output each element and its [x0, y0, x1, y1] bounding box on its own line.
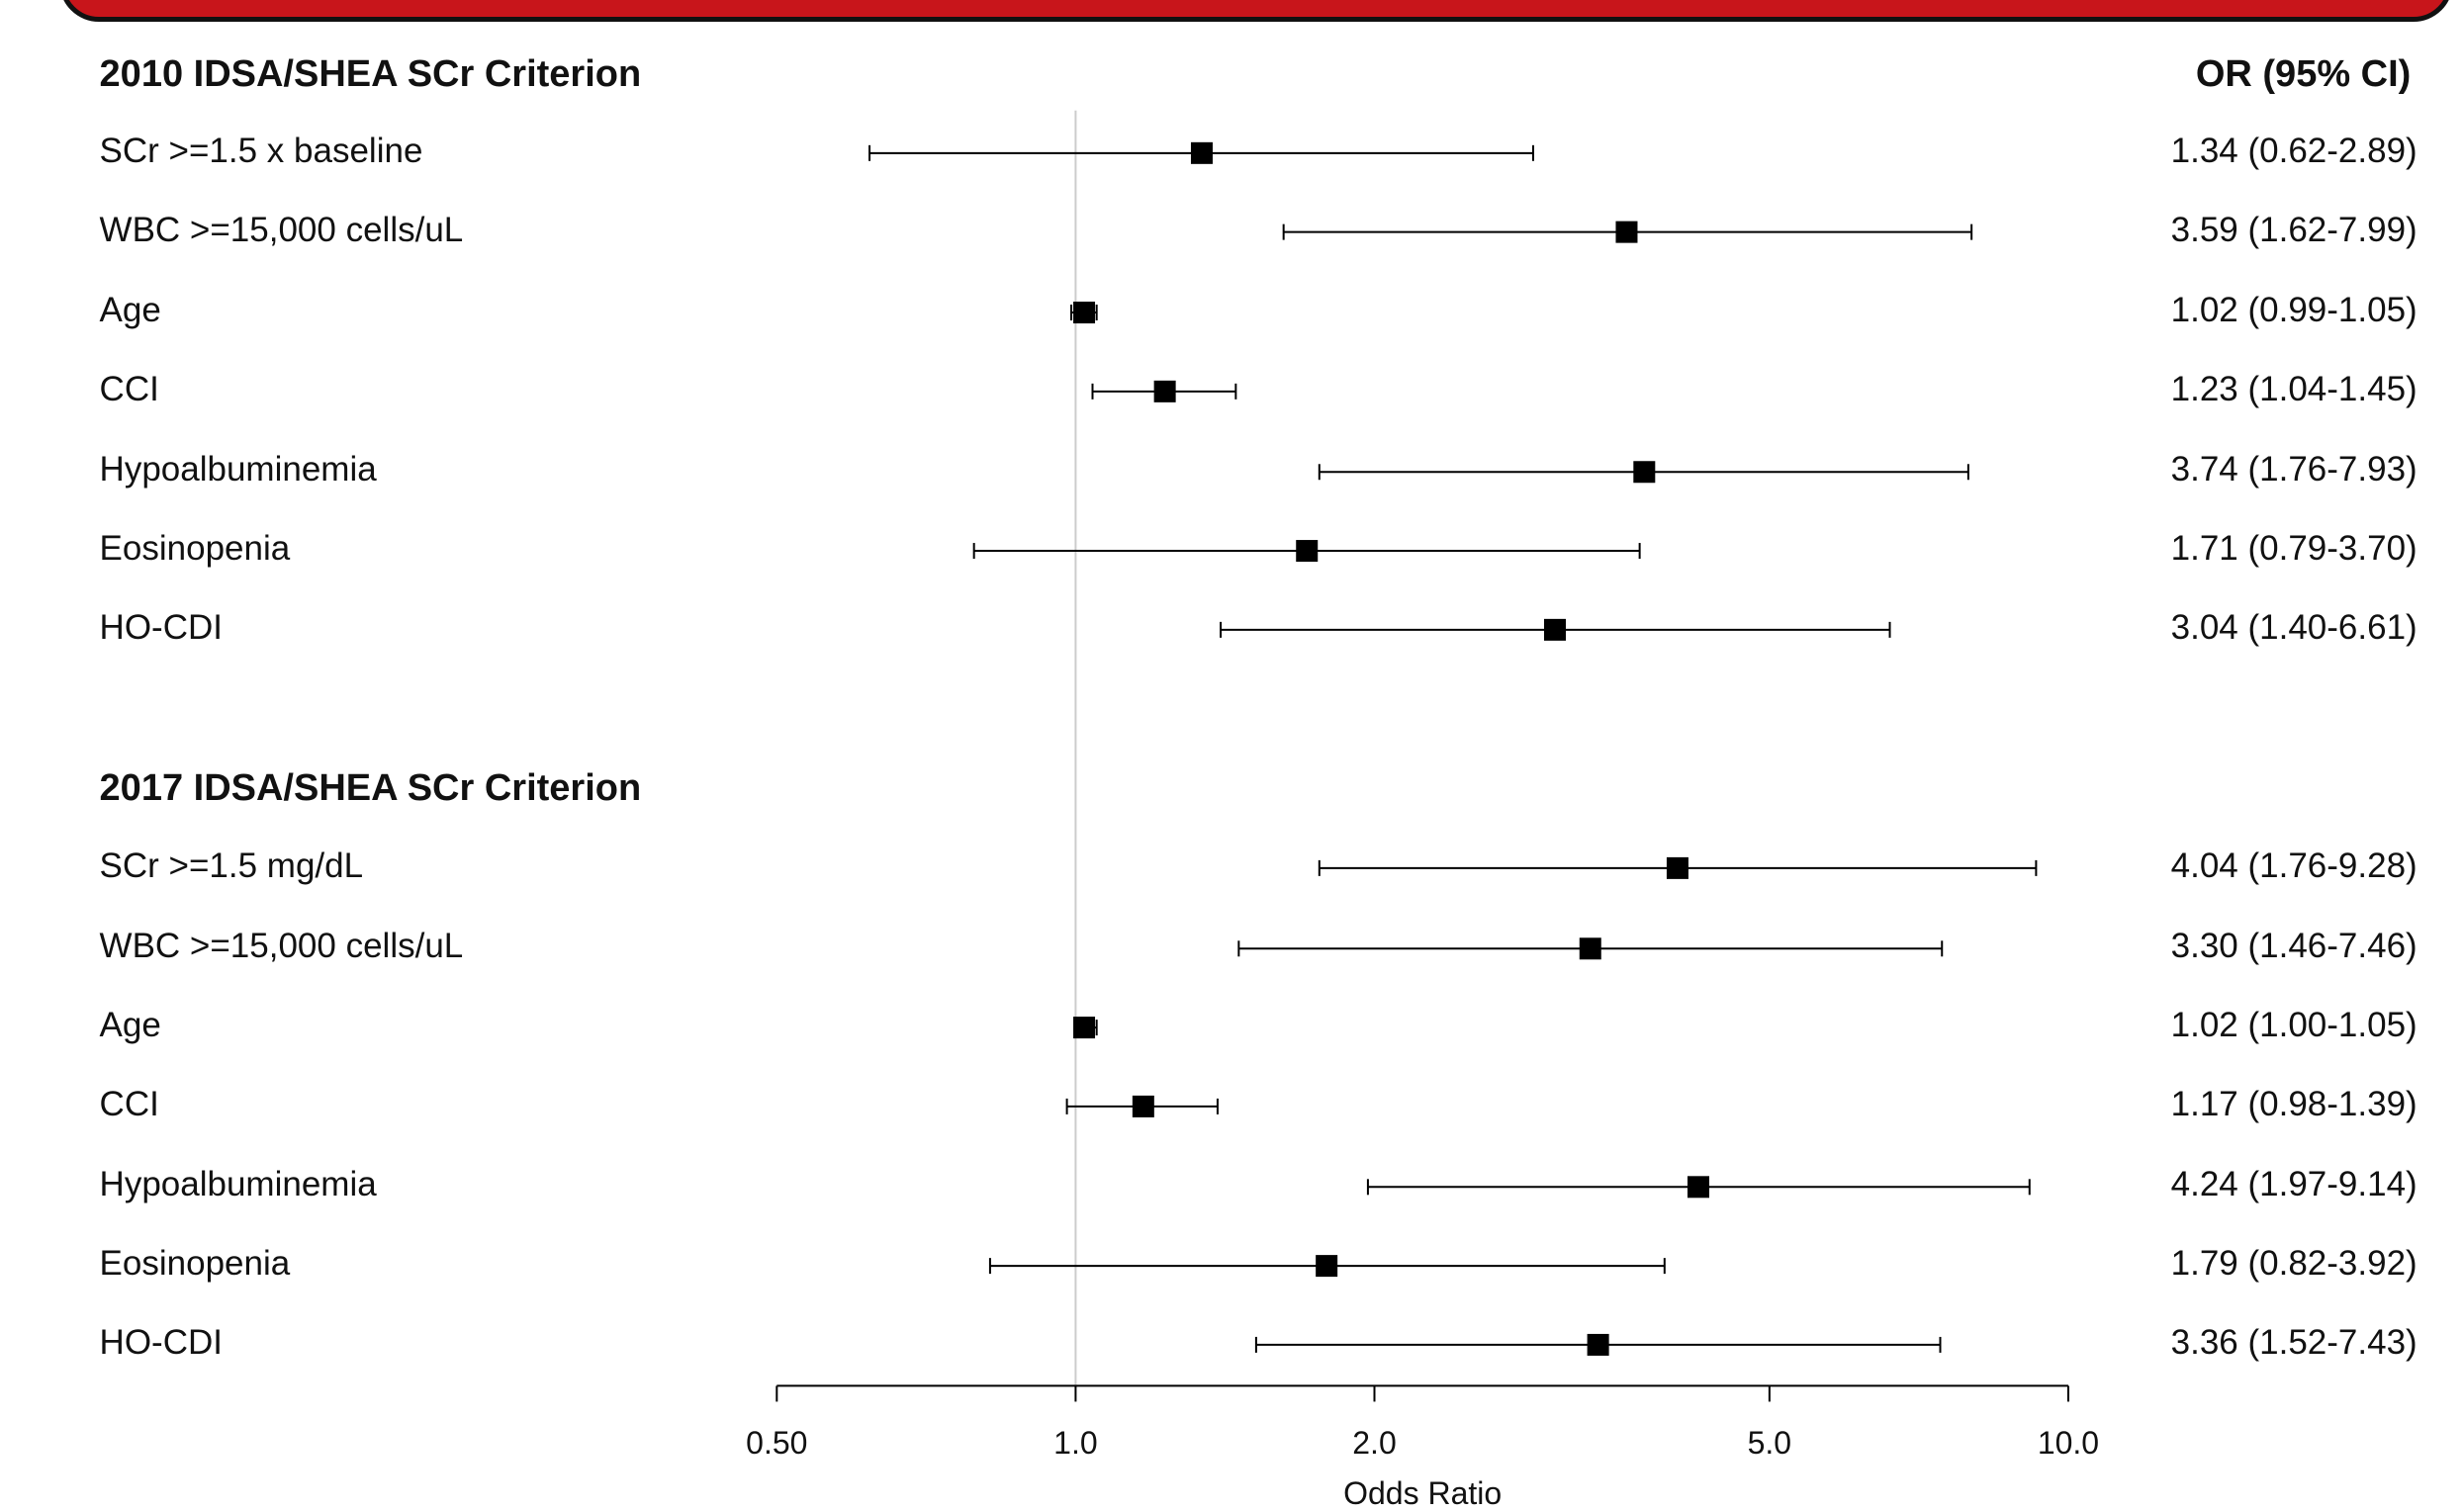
or-ci-value: 1.34 (0.62-2.89)	[2170, 131, 2417, 170]
or-point-marker	[1579, 937, 1601, 960]
row-label: SCr >=1.5 x baseline	[99, 131, 423, 170]
or-ci-value: 3.74 (1.76-7.93)	[2170, 450, 2417, 489]
column-header-or-ci: OR (95% CI)	[2195, 53, 2412, 96]
or-point-marker	[1073, 302, 1096, 324]
or-point-marker	[1587, 1333, 1609, 1356]
or-ci-value: 1.02 (0.99-1.05)	[2170, 291, 2417, 330]
or-point-marker	[1296, 540, 1319, 563]
or-point-marker	[1073, 1017, 1096, 1039]
or-point-marker	[1633, 461, 1656, 484]
group-title: 2010 IDSA/SHEA SCr Criterion	[99, 53, 642, 96]
or-point-marker	[1153, 380, 1176, 402]
row-label: SCr >=1.5 mg/dL	[99, 845, 364, 885]
or-ci-value: 1.17 (0.98-1.39)	[2170, 1084, 2417, 1123]
or-point-marker	[1615, 221, 1638, 243]
x-tick-label: 2.0	[1352, 1425, 1397, 1462]
or-ci-value: 3.04 (1.40-6.61)	[2170, 607, 2417, 647]
or-point-marker	[1688, 1176, 1710, 1199]
row-label: CCI	[99, 369, 159, 408]
or-point-marker	[1190, 141, 1213, 164]
row-label: CCI	[99, 1084, 159, 1123]
x-tick-label: 0.50	[746, 1425, 808, 1462]
or-point-marker	[1132, 1095, 1154, 1117]
x-axis-label: Odds Ratio	[1343, 1475, 1503, 1512]
or-ci-value: 3.36 (1.52-7.43)	[2170, 1322, 2417, 1362]
or-point-marker	[1316, 1255, 1338, 1278]
or-ci-value: 1.79 (0.82-3.92)	[2170, 1244, 2417, 1284]
row-label: Hypoalbuminemia	[99, 450, 377, 489]
row-label: WBC >=15,000 cells/uL	[99, 210, 464, 249]
row-label: HO-CDI	[99, 1322, 223, 1362]
or-ci-value: 1.71 (0.79-3.70)	[2170, 529, 2417, 569]
or-ci-value: 1.23 (1.04-1.45)	[2170, 369, 2417, 408]
or-point-marker	[1543, 618, 1566, 641]
x-tick-label: 10.0	[2037, 1425, 2100, 1462]
row-label: HO-CDI	[99, 607, 223, 647]
row-label: Hypoalbuminemia	[99, 1165, 377, 1204]
x-tick-label: 5.0	[1747, 1425, 1792, 1462]
row-label: WBC >=15,000 cells/uL	[99, 927, 464, 966]
or-ci-value: 4.24 (1.97-9.14)	[2170, 1165, 2417, 1204]
row-label: Age	[99, 1006, 161, 1045]
or-ci-value: 4.04 (1.76-9.28)	[2170, 845, 2417, 885]
row-label: Age	[99, 291, 161, 330]
or-ci-value: 3.59 (1.62-7.99)	[2170, 210, 2417, 249]
row-label: Eosinopenia	[99, 1244, 291, 1284]
group-title: 2017 IDSA/SHEA SCr Criterion	[99, 766, 642, 809]
x-tick-label: 1.0	[1053, 1425, 1098, 1462]
or-ci-value: 1.02 (1.00-1.05)	[2170, 1006, 2417, 1045]
or-point-marker	[1666, 856, 1688, 879]
row-label: Eosinopenia	[99, 529, 291, 569]
or-ci-value: 3.30 (1.46-7.46)	[2170, 927, 2417, 966]
